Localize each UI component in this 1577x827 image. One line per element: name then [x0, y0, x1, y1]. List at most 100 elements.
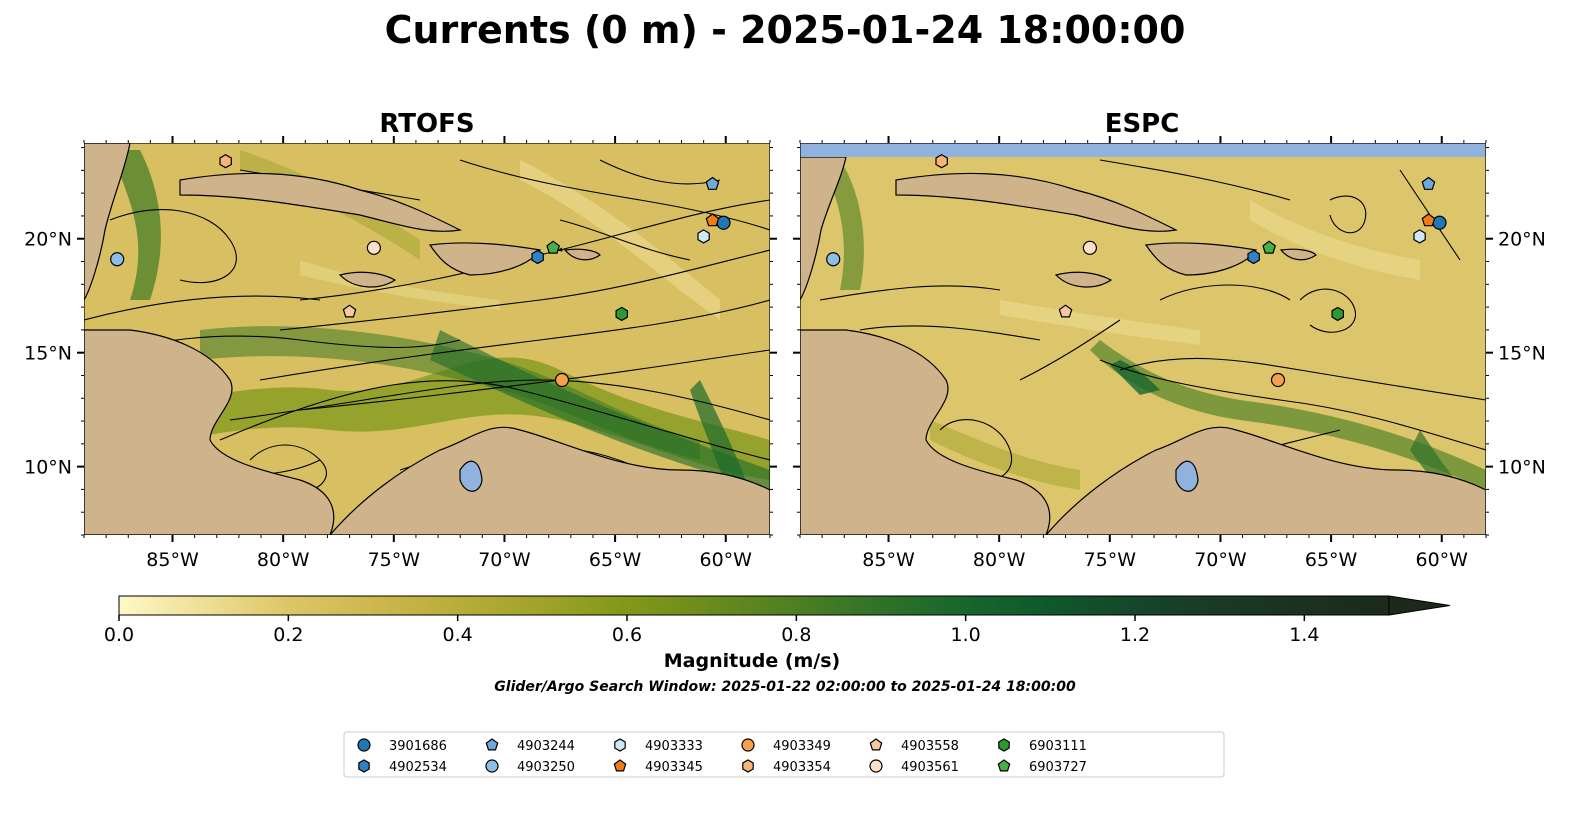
legend-marker-6903727 — [997, 759, 1011, 772]
cuba — [895, 172, 1178, 232]
lat-label: 10°N — [1498, 457, 1546, 479]
legend-marker-3901686 — [357, 738, 371, 752]
colorbar-ticks: 0.0 0.2 0.4 0.6 0.8 1.0 1.2 1.4 — [104, 615, 1319, 646]
float-marker-4903244 — [1421, 176, 1436, 190]
legend-label-6903111: 6903111 — [1029, 739, 1087, 754]
puerto-rico — [1279, 248, 1317, 261]
lat-labels-left: 20°N 15°N 10°N — [24, 229, 72, 479]
float-marker-4903345 — [705, 213, 720, 227]
colorbar-tick-label: 1.4 — [1289, 624, 1319, 646]
lat-label: 20°N — [24, 229, 72, 251]
colorbar-tick-label: 0.6 — [612, 624, 642, 646]
jamaica — [1054, 271, 1113, 288]
maracaibo — [459, 460, 483, 492]
colorbar-label: Magnitude (m/s) — [664, 650, 841, 672]
legend-marker-4903345 — [613, 759, 627, 772]
lon-label: 85°W — [146, 549, 199, 571]
legend-marker-4903561 — [869, 759, 883, 773]
no-data-strip — [800, 143, 1486, 157]
legend-label-6903727: 6903727 — [1029, 760, 1087, 775]
lon-label: 75°W — [368, 549, 421, 571]
float-marker-6903111 — [1331, 306, 1344, 322]
legend-entries: 3901686 4902534 4903244 4903250 4903333 49033… — [357, 738, 1087, 775]
lat-labels-right: 20°N 15°N 10°N — [1498, 229, 1546, 479]
lon-label: 80°W — [257, 549, 310, 571]
float-marker-4903244 — [705, 176, 720, 190]
float-legend: 3901686 4902534 4903244 4903250 4903333 49033… — [343, 731, 1225, 778]
land — [800, 156, 1486, 535]
central-america — [800, 329, 1051, 535]
legend-label-4903333: 4903333 — [645, 739, 703, 754]
panel-title-espc: ESPC — [1105, 109, 1180, 139]
legend-label-4903354: 4903354 — [773, 760, 831, 775]
legend-marker-4903244 — [485, 738, 499, 751]
puerto-rico — [563, 248, 601, 261]
legend-label-3901686: 3901686 — [389, 739, 447, 754]
legend-label-4903244: 4903244 — [517, 739, 575, 754]
lat-label: 20°N — [1498, 229, 1546, 251]
legend-marker-4903354 — [742, 759, 754, 773]
lon-label: 60°W — [1416, 549, 1469, 571]
float-marker-4902534 — [1247, 249, 1260, 265]
colorbar-tick-label: 0.4 — [443, 624, 473, 646]
float-marker-4903333 — [697, 229, 710, 244]
float-marker-4903349 — [1270, 372, 1286, 388]
legend-marker-4903558 — [869, 738, 883, 751]
yucatan — [84, 143, 131, 302]
lon-label: 75°W — [1084, 549, 1137, 571]
maracaibo — [1175, 460, 1199, 492]
lon-label: 85°W — [862, 549, 915, 571]
lon-labels-left: 85°W 80°W 75°W 70°W 65°W 60°W — [146, 549, 752, 571]
lon-labels-right: 85°W 80°W 75°W 70°W 65°W 60°W — [862, 549, 1468, 571]
figure-title: Currents (0 m) - 2025-01-24 18:00:00 — [385, 8, 1186, 52]
central-america — [84, 329, 335, 535]
legend-label-4902534: 4902534 — [389, 760, 447, 775]
legend-marker-4903349 — [741, 738, 755, 752]
float-markers-left — [110, 154, 731, 388]
float-marker-4903349 — [554, 372, 570, 388]
float-marker-4903558 — [342, 304, 357, 318]
hispaniola — [1144, 242, 1258, 276]
land — [84, 143, 770, 535]
lat-label: 15°N — [1498, 343, 1546, 365]
lat-label: 15°N — [24, 343, 72, 365]
float-marker-4903250 — [110, 252, 125, 267]
float-marker-4903250 — [826, 252, 841, 267]
legend-label-4903345: 4903345 — [645, 760, 703, 775]
colorbar-extend-arrow — [1388, 595, 1451, 616]
legend-marker-4902534 — [358, 759, 370, 773]
float-marker-6903727 — [546, 240, 561, 254]
lat-label: 10°N — [24, 457, 72, 479]
colorbar-bar — [118, 595, 1390, 616]
float-marker-4903333 — [1413, 229, 1426, 244]
float-marker-4903561 — [1082, 240, 1097, 255]
lon-label: 70°W — [478, 549, 531, 571]
float-marker-4903354 — [219, 154, 232, 169]
float-marker-6903111 — [615, 306, 628, 322]
float-marker-4903354 — [935, 154, 948, 169]
lon-label: 60°W — [700, 549, 753, 571]
south-america — [1045, 426, 1486, 535]
colorbar-tick-label: 0.0 — [104, 624, 134, 646]
search-window-caption: Glider/Argo Search Window: 2025-01-22 02… — [494, 679, 1076, 695]
lon-label: 65°W — [589, 549, 642, 571]
hispaniola — [428, 242, 542, 276]
float-marker-4903345 — [1421, 213, 1436, 227]
colorbar-tick-label: 1.2 — [1120, 624, 1150, 646]
yucatan — [800, 156, 847, 302]
panel-rtofs: RTOFS — [84, 109, 770, 535]
colorbar-tick-label: 0.2 — [273, 624, 303, 646]
cuba — [179, 172, 462, 232]
legend-label-4903250: 4903250 — [517, 760, 575, 775]
lon-label: 80°W — [973, 549, 1026, 571]
float-marker-4903561 — [366, 240, 381, 255]
panel-title-rtofs: RTOFS — [379, 109, 474, 139]
axes-ticks — [77, 136, 1493, 542]
south-america — [329, 426, 770, 535]
float-marker-4902534 — [531, 249, 544, 265]
legend-label-4903561: 4903561 — [901, 760, 959, 775]
float-markers-right — [826, 154, 1447, 388]
lon-label: 65°W — [1305, 549, 1358, 571]
lon-label: 70°W — [1194, 549, 1247, 571]
